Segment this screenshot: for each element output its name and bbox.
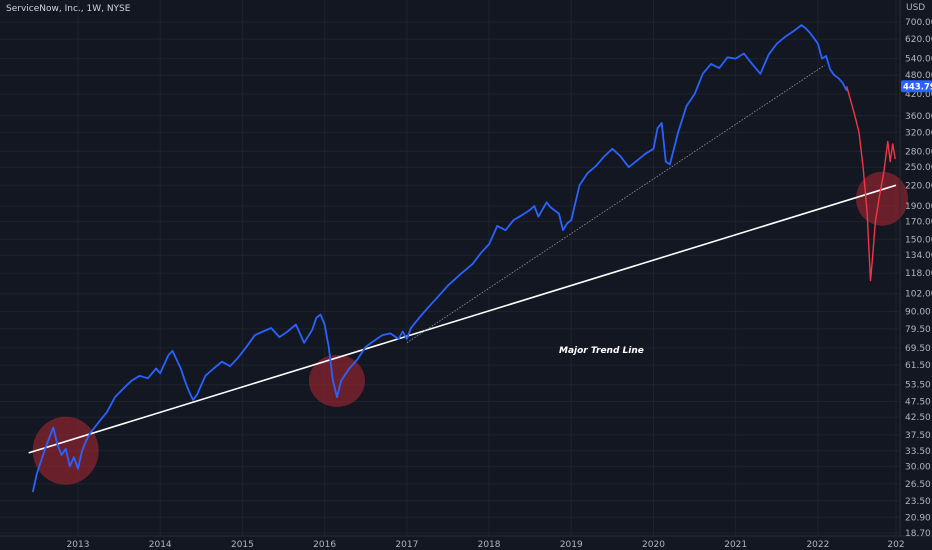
time-axis: 2013 2014 2015 2016 2017 2018 2019 2020 2021 2022… <box>67 540 905 550</box>
price-tick-label: 53.50 <box>905 381 931 391</box>
decline-line <box>846 86 896 282</box>
major-trend-line <box>28 184 897 454</box>
price-tick-label: 79.50 <box>905 325 931 335</box>
price-tick-label: 30.00 <box>905 462 931 472</box>
time-tick-label: 202 <box>887 540 904 550</box>
time-tick-label: 2013 <box>67 540 90 550</box>
highlight-circle-1 <box>308 354 365 407</box>
price-tick-label: 280.00 <box>905 147 932 157</box>
price-tick-label: 33.50 <box>905 447 931 457</box>
price-tick-label: 47.50 <box>905 398 931 408</box>
time-tick-label: 2018 <box>478 540 501 550</box>
chart-title: ServiceNow, Inc., 1W, NYSE <box>6 4 131 14</box>
last-price-badge <box>901 80 932 93</box>
price-series <box>31 24 896 493</box>
price-tick-label: 150.00 <box>905 235 932 245</box>
price-tick-label: 134.00 <box>905 251 932 261</box>
price-tick-label: 190.00 <box>905 202 932 212</box>
time-tick-label: 2017 <box>395 540 418 550</box>
trend-lines <box>28 64 897 454</box>
grid-lines <box>0 0 900 536</box>
price-tick-label: 360.00 <box>905 112 932 122</box>
last-price-label: 443.79 <box>901 80 932 93</box>
price-tick-label: 170.00 <box>905 218 932 228</box>
price-line <box>31 24 848 493</box>
price-tick-label: 37.50 <box>905 431 931 441</box>
time-tick-label: 2016 <box>313 540 336 550</box>
price-tick-label: 102.00 <box>905 290 932 300</box>
price-tick-label: 26.50 <box>905 480 931 490</box>
price-tick-label: 700.00 <box>905 18 932 28</box>
price-tick-label: 118.00 <box>905 269 932 279</box>
price-tick-label: 18.70 <box>905 529 931 539</box>
price-tick-label: 480.00 <box>905 71 932 81</box>
time-tick-label: 2015 <box>231 540 254 550</box>
secondary-trend-line <box>406 64 825 344</box>
price-tick-label: 420.00 <box>905 90 932 100</box>
time-tick-label: 2021 <box>724 540 747 550</box>
price-tick-label: 620.00 <box>905 35 932 45</box>
price-tick-label: 320.00 <box>905 128 932 138</box>
time-tick-label: 2020 <box>642 540 665 550</box>
price-tick-label: 90.00 <box>905 307 931 317</box>
price-tick-label: 220.00 <box>905 181 932 191</box>
price-tick-label: 23.50 <box>905 497 931 507</box>
major-trend-line-label: Major Trend Line <box>559 346 644 356</box>
currency-label: USD <box>906 3 925 13</box>
price-tick-label: 61.50 <box>905 361 931 371</box>
price-tick-label: 20.90 <box>905 513 931 523</box>
time-tick-label: 2019 <box>560 540 583 550</box>
time-tick-label: 2022 <box>806 540 829 550</box>
price-axis: 700.00 620.00 540.00 480.00 420.00 360.00 320.… <box>905 18 932 539</box>
price-tick-label: 69.50 <box>905 344 931 354</box>
time-tick-label: 2014 <box>149 540 172 550</box>
price-tick-label: 250.00 <box>905 163 932 173</box>
price-tick-label: 540.00 <box>905 55 932 65</box>
last-price-value: 443.79 <box>903 82 932 92</box>
price-tick-label: 42.50 <box>905 413 931 423</box>
